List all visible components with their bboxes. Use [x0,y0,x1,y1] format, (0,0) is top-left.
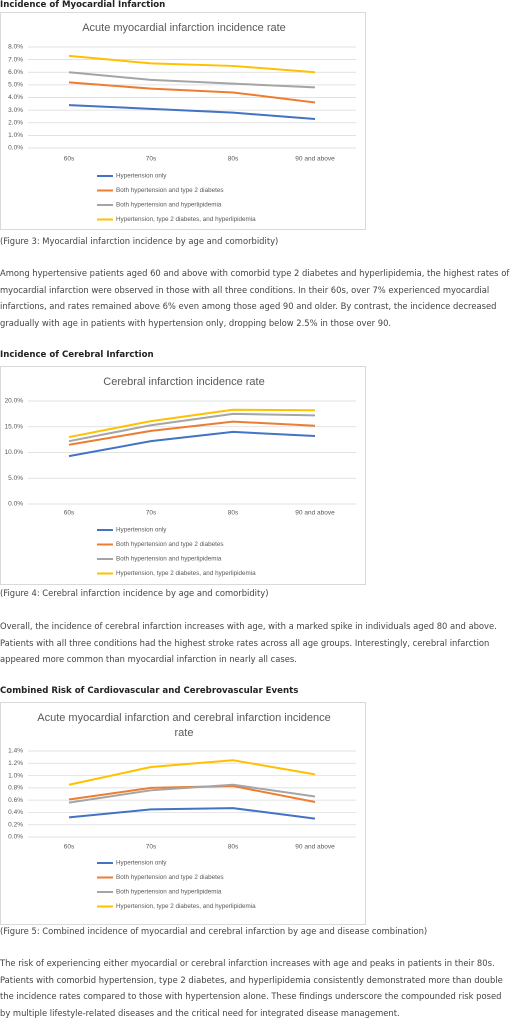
y-tick-label: 20.0% [5,398,24,405]
legend-label: Hypertension, type 2 diabetes, and hyper… [116,570,256,577]
y-tick-label: 8.0% [8,44,23,51]
x-tick-label: 60s [64,510,75,517]
series-line [68,54,316,74]
series-line [68,807,316,820]
legend-label: Both hypertension and hyperlipidemia [116,889,222,896]
chart-box: 0.0% 1.0% 2.0% 3.0% 4.0% 5.0% 6.0% 7.0% 8.0% 60s 7… [0,12,366,230]
y-tick-label: 15.0% [5,423,24,430]
y-tick-label: 1.4% [8,748,23,755]
legend-label: Hypertension only [116,173,167,180]
x-tick-label: 80s [228,844,239,851]
legend-label: Both hypertension and type 2 diabetes [116,541,223,548]
legend-label: Hypertension only [116,860,167,867]
y-tick-label: 0.6% [8,797,23,804]
section-heading: Incidence of Cerebral Infarction [0,350,154,360]
legend-label: Both hypertension and hyperlipidemia [116,556,222,563]
y-tick-label: 4.0% [8,94,23,101]
series-line [68,783,316,804]
y-tick-label: 3.0% [8,107,23,114]
paragraph: Among hypertensive patients aged 60 and … [0,268,510,329]
y-tick-label: 7.0% [8,56,23,63]
y-tick-label: 0.8% [8,785,23,792]
x-tick-label: 70s [146,510,157,517]
series-line [68,408,316,439]
x-tick-label: 90 and above [295,844,335,851]
y-tick-label: 1.2% [8,760,23,767]
x-tick-label: 80s [228,156,239,163]
x-tick-label: 60s [64,844,75,851]
x-tick-label: 80s [228,510,239,517]
y-tick-label: 0.0% [8,834,23,841]
y-tick-label: 0.0% [8,145,23,152]
legend-label: Hypertension, type 2 diabetes, and hyper… [116,216,256,223]
y-tick-label: 0.0% [8,501,23,508]
series-line [68,412,316,443]
legend-label: Hypertension, type 2 diabetes, and hyper… [116,903,256,910]
y-tick-label: 2.0% [8,119,23,126]
figure-caption: (Figure 3: Myocardial infarction inciden… [0,236,279,246]
legend-label: Both hypertension and type 2 diabetes [116,874,223,881]
legend-label: Both hypertension and hyperlipidemia [116,202,222,209]
chart-title: Acute myocardial infarction and cerebral… [37,712,331,739]
chart: 0.0% 1.0% 2.0% 3.0% 4.0% 5.0% 6.0% 7.0% 8.0% 60s 7… [8,44,356,223]
paragraph: Overall, the incidence of cerebral infar… [0,621,497,665]
series-line [68,759,316,786]
y-tick-label: 5.0% [8,475,23,482]
series-line [68,71,316,89]
section-heading: Incidence of Myocardial Infarction [0,0,166,10]
chart-box: 0.0% 0.2% 0.4% 0.6% 0.8% 1.0% 1.2% 1.4% 60s 70s 80… [0,702,366,925]
paragraph: The risk of experiencing either myocardi… [0,958,503,1019]
series-line [68,420,316,446]
chart-title: Acute myocardial infarction incidence ra… [82,22,286,34]
figure-caption: (Figure 5: Combined incidence of myocard… [0,926,428,936]
x-tick-label: 60s [64,156,75,163]
chart: 0.0% 0.2% 0.4% 0.6% 0.8% 1.0% 1.2% 1.4% 60s 70s 80… [8,748,356,910]
x-tick-label: 70s [146,156,157,163]
series-line [68,81,316,104]
y-tick-label: 1.0% [8,132,23,139]
legend-label: Hypertension only [116,527,167,534]
series-line [68,430,316,458]
chart-box: 0.0% 5.0% 10.0% 15.0% 20.0% 60s 70s 80s 90 and a… [0,366,366,585]
y-tick-label: 1.0% [8,772,23,779]
x-tick-label: 70s [146,844,157,851]
chart: 0.0% 5.0% 10.0% 15.0% 20.0% 60s 70s 80s 90 and a… [5,398,356,577]
y-tick-label: 5.0% [8,82,23,89]
y-tick-label: 6.0% [8,69,23,76]
y-tick-label: 10.0% [5,449,24,456]
x-tick-label: 90 and above [295,510,335,517]
figure-caption: (Figure 4: Cerebral infarction incidence… [0,588,269,598]
legend-label: Both hypertension and type 2 diabetes [116,187,223,194]
y-tick-label: 0.4% [8,809,23,816]
chart-title: Cerebral infarction incidence rate [103,376,265,388]
series-line [68,104,316,120]
section-heading: Combined Risk of Cardiovascular and Cere… [0,686,299,696]
y-tick-label: 0.2% [8,821,23,828]
x-tick-label: 90 and above [295,156,335,163]
